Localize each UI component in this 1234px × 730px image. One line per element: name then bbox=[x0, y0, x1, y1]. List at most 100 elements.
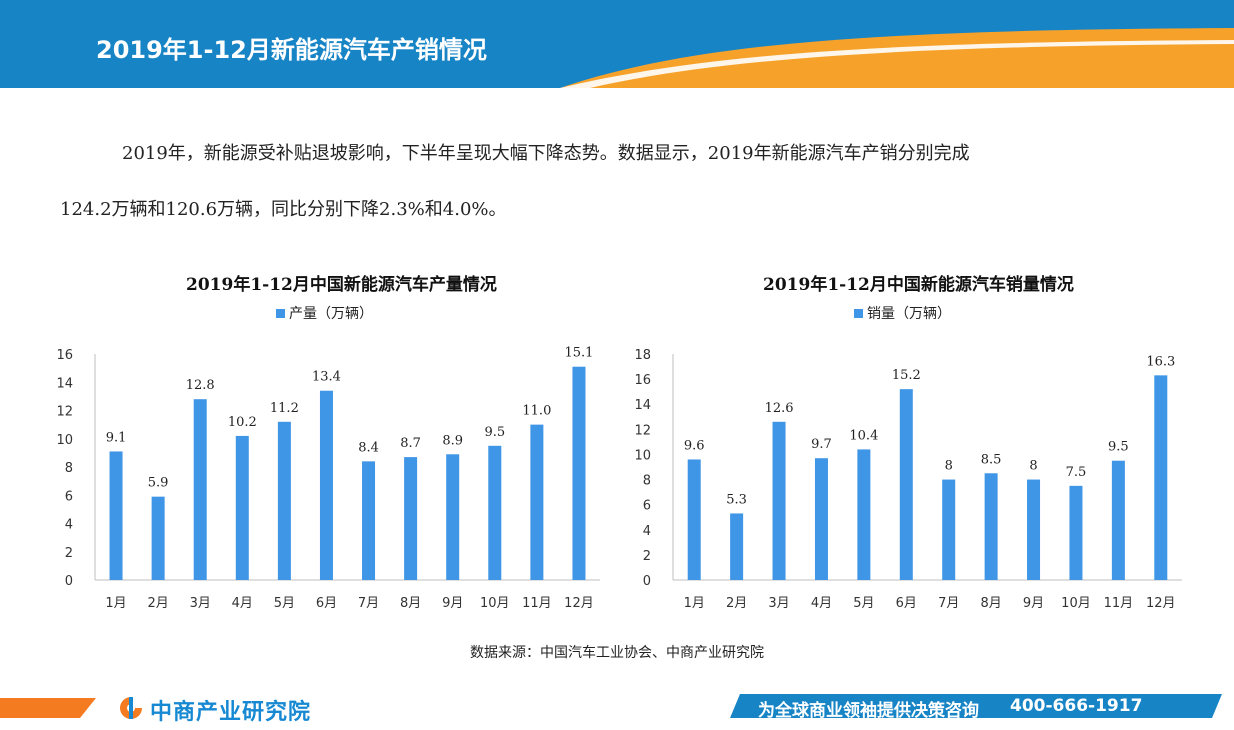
legend-swatch bbox=[276, 308, 285, 318]
bar bbox=[530, 424, 544, 580]
bar-value-label: 8.7 bbox=[400, 436, 421, 451]
x-tick-label: 7月 bbox=[938, 596, 959, 611]
legend-swatch bbox=[854, 308, 863, 318]
x-tick-label: 1月 bbox=[105, 596, 126, 611]
bar-value-label: 12.6 bbox=[765, 401, 794, 416]
footer-slogan: 为全球商业领袖提供决策咨询 bbox=[758, 701, 979, 721]
production-legend-label: 产量（万辆） bbox=[289, 306, 373, 322]
x-tick-label: 12月 bbox=[1146, 596, 1176, 611]
y-tick-label: 8 bbox=[65, 461, 73, 476]
bar-value-label: 8.4 bbox=[358, 440, 379, 455]
y-tick-label: 2 bbox=[65, 546, 73, 561]
bar-value-label: 13.4 bbox=[312, 370, 341, 385]
x-tick-label: 8月 bbox=[980, 596, 1001, 611]
y-tick-label: 10 bbox=[634, 448, 651, 463]
page-title: 2019年1-12月新能源汽车产销情况 bbox=[96, 36, 487, 64]
bar-value-label: 9.1 bbox=[106, 430, 127, 445]
y-tick-label: 16 bbox=[634, 373, 651, 388]
x-tick-label: 7月 bbox=[358, 596, 379, 611]
y-tick-label: 2 bbox=[643, 549, 651, 564]
bar bbox=[572, 366, 586, 580]
bar-value-label: 8 bbox=[1029, 459, 1037, 474]
y-tick-label: 0 bbox=[643, 574, 651, 589]
bar-value-label: 12.8 bbox=[186, 378, 215, 393]
x-tick-label: 5月 bbox=[274, 596, 295, 611]
paragraph-line-2: 124.2万辆和120.6万辆，同比分别下降2.3%和4.0%。 bbox=[60, 199, 507, 220]
x-tick-label: 10月 bbox=[480, 596, 510, 611]
y-tick-label: 16 bbox=[56, 348, 73, 363]
bar bbox=[730, 513, 744, 580]
bar bbox=[446, 454, 460, 580]
bar-value-label: 8.9 bbox=[442, 433, 463, 448]
sales-legend-label: 销量（万辆） bbox=[867, 306, 951, 322]
bar-value-label: 5.3 bbox=[726, 492, 747, 507]
bar bbox=[814, 458, 828, 580]
bar bbox=[488, 445, 502, 580]
production-bar-chart: 0 2 4 6 8 10 12 14 16 9.1 1月 5.9 2月 12.8 3月 10.2 4月 11.2 5… bbox=[56, 346, 600, 611]
bar bbox=[1111, 460, 1125, 580]
y-tick-label: 0 bbox=[65, 574, 73, 589]
x-tick-label: 12月 bbox=[564, 596, 594, 611]
bar-value-label: 5.9 bbox=[148, 476, 169, 491]
production-chart-title: 2019年1-12月中国新能源汽车产量情况 bbox=[186, 275, 497, 295]
bar bbox=[404, 457, 418, 580]
y-tick-label: 14 bbox=[56, 376, 73, 391]
x-tick-label: 5月 bbox=[853, 596, 874, 611]
bar bbox=[1069, 485, 1083, 580]
bar-value-label: 9.6 bbox=[684, 438, 705, 453]
y-tick-label: 4 bbox=[65, 518, 73, 533]
company-logo-text: 中商产业研究院 bbox=[150, 700, 312, 725]
bar-value-label: 10.4 bbox=[849, 428, 878, 443]
bar bbox=[109, 451, 123, 580]
y-tick-label: 14 bbox=[634, 398, 651, 413]
x-tick-label: 3月 bbox=[768, 596, 789, 611]
x-tick-label: 11月 bbox=[1104, 596, 1134, 611]
bar bbox=[942, 479, 956, 580]
sales-legend: 销量（万辆） bbox=[854, 303, 951, 323]
bar-value-label: 15.1 bbox=[564, 346, 593, 361]
x-tick-label: 11月 bbox=[522, 596, 552, 611]
bar-value-label: 8 bbox=[945, 459, 953, 474]
x-tick-label: 9月 bbox=[442, 596, 463, 611]
bar bbox=[857, 449, 871, 580]
sales-chart-title: 2019年1-12月中国新能源汽车销量情况 bbox=[763, 275, 1074, 295]
x-tick-label: 3月 bbox=[190, 596, 211, 611]
x-tick-label: 2月 bbox=[726, 596, 747, 611]
bar bbox=[235, 435, 249, 580]
bar-value-label: 11.0 bbox=[522, 404, 551, 419]
bar bbox=[193, 399, 207, 580]
data-source-note: 数据来源：中国汽车工业协会、中商产业研究院 bbox=[470, 645, 764, 661]
bar-value-label: 16.3 bbox=[1146, 354, 1175, 369]
x-tick-label: 4月 bbox=[811, 596, 832, 611]
y-tick-label: 18 bbox=[634, 348, 651, 363]
bar bbox=[362, 461, 376, 580]
x-tick-label: 8月 bbox=[400, 596, 421, 611]
paragraph-line-1: 2019年，新能源受补贴退坡影响，下半年呈现大幅下降态势。数据显示，2019年新… bbox=[122, 143, 970, 164]
production-legend: 产量（万辆） bbox=[276, 303, 373, 323]
bar bbox=[1027, 479, 1041, 580]
x-tick-label: 6月 bbox=[896, 596, 917, 611]
summary-paragraph: 2019年，新能源受补贴退坡影响，下半年呈现大幅下降态势。数据显示，2019年新… bbox=[60, 126, 1190, 238]
header-banner bbox=[0, 0, 1234, 88]
footer-phone: 400-666-1917 bbox=[1010, 696, 1143, 716]
bar bbox=[1154, 375, 1168, 580]
sales-bar-chart: 0 2 4 6 8 10 12 14 16 18 9.6 1月 5.3 2月 12.6 3月 9.7 4月 10.4… bbox=[634, 348, 1182, 611]
bar bbox=[151, 496, 165, 580]
bar-value-label: 8.5 bbox=[981, 452, 1002, 467]
x-tick-label: 4月 bbox=[232, 596, 253, 611]
x-tick-label: 10月 bbox=[1061, 596, 1091, 611]
y-tick-label: 12 bbox=[634, 423, 651, 438]
bar bbox=[277, 421, 291, 580]
bar bbox=[899, 389, 913, 580]
x-tick-label: 6月 bbox=[316, 596, 337, 611]
y-tick-label: 12 bbox=[56, 405, 73, 420]
x-tick-label: 2月 bbox=[147, 596, 168, 611]
footer-background bbox=[0, 694, 1222, 718]
y-tick-label: 8 bbox=[643, 474, 651, 489]
y-tick-label: 6 bbox=[65, 489, 73, 504]
bar bbox=[687, 459, 701, 580]
bar bbox=[319, 390, 333, 580]
bar-value-label: 15.2 bbox=[892, 368, 921, 383]
bar-value-label: 10.2 bbox=[228, 415, 257, 430]
y-tick-label: 6 bbox=[643, 499, 651, 514]
